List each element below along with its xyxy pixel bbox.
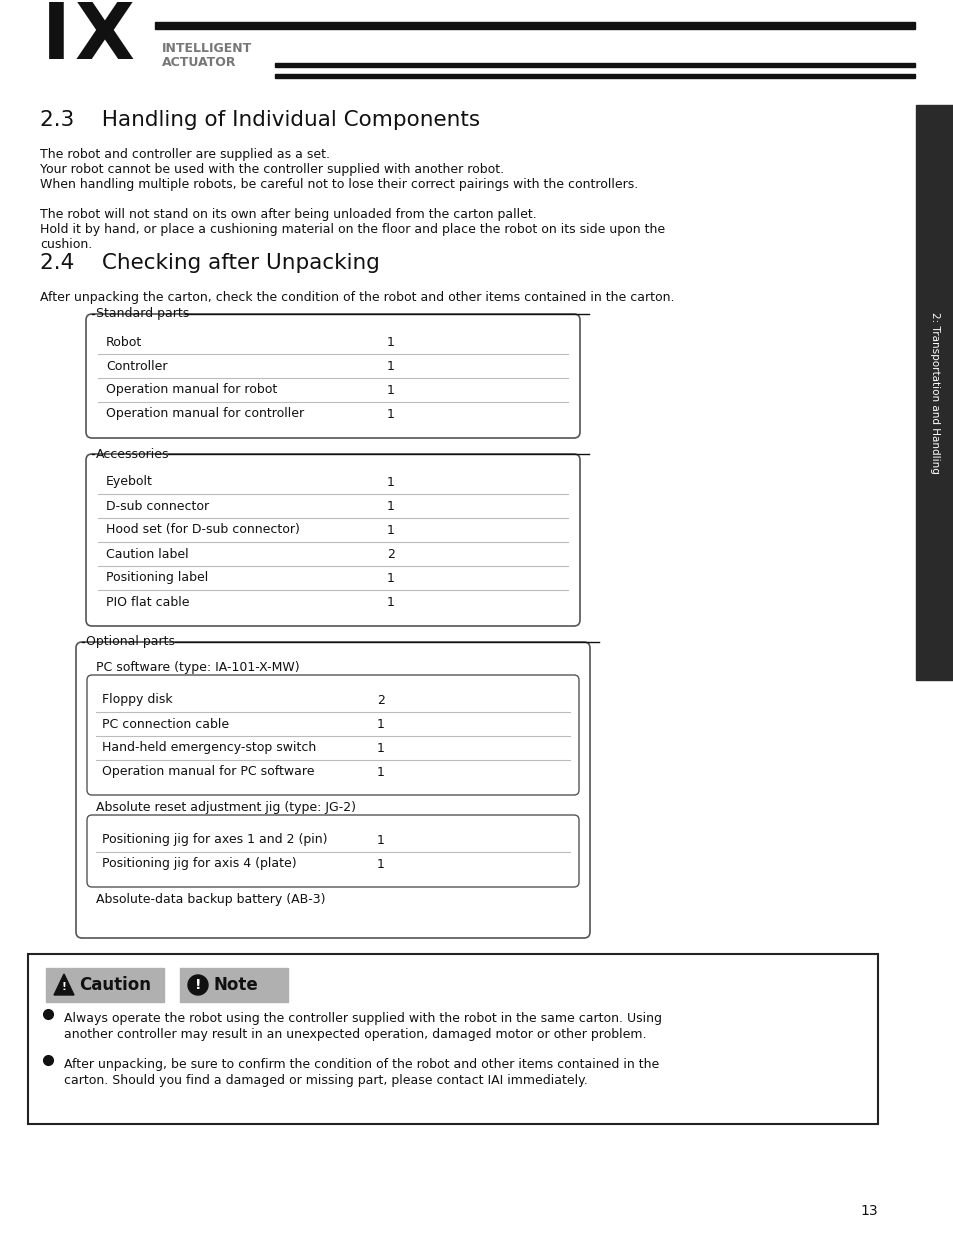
Bar [180,968,288,1002]
Text: Absolute-data backup battery (AB-3): Absolute-data backup battery (AB-3) [96,893,325,906]
Text: After unpacking the carton, check the condition of the robot and other items con: After unpacking the carton, check the co… [40,291,674,304]
Text: When handling multiple robots, be careful not to lose their correct pairings wit: When handling multiple robots, be carefu… [40,178,638,191]
Text: PC software (type: IA-101-X-MW): PC software (type: IA-101-X-MW) [96,662,299,674]
Bar [915,105,953,680]
Text: Operation manual for controller: Operation manual for controller [106,408,304,420]
Text: 1: 1 [387,572,395,584]
Text: INTELLIGENT: INTELLIGENT [162,42,252,56]
Text: Note: Note [213,976,258,994]
Text: I: I [42,0,71,75]
Text: 1: 1 [376,718,384,730]
Text: Always operate the robot using the controller supplied with the robot in the sam: Always operate the robot using the contr… [64,1011,661,1025]
Text: Hand-held emergency-stop switch: Hand-held emergency-stop switch [102,741,315,755]
Text: 1: 1 [387,359,395,373]
Bar [274,74,914,78]
Bar [154,22,914,28]
Text: 1: 1 [376,741,384,755]
Text: The robot and controller are supplied as a set.: The robot and controller are supplied as… [40,148,330,161]
Text: The robot will not stand on its own after being unloaded from the carton pallet.: The robot will not stand on its own afte… [40,207,537,221]
Text: another controller may result in an unexpected operation, damaged motor or other: another controller may result in an unex… [64,1028,646,1041]
Text: 2: Transportation and Handling: 2: Transportation and Handling [929,311,939,473]
Text: 1: 1 [387,524,395,536]
Polygon shape [54,974,74,995]
Text: 1: 1 [376,857,384,871]
Text: 1: 1 [376,834,384,846]
Text: 1: 1 [387,408,395,420]
Text: PC connection cable: PC connection cable [102,718,229,730]
Text: Operation manual for PC software: Operation manual for PC software [102,766,314,778]
Text: Absolute reset adjustment jig (type: JG-2): Absolute reset adjustment jig (type: JG-… [96,802,355,815]
Text: Standard parts: Standard parts [96,308,189,321]
FancyBboxPatch shape [87,676,578,795]
Text: Positioning jig for axes 1 and 2 (pin): Positioning jig for axes 1 and 2 (pin) [102,834,327,846]
Text: 1: 1 [387,384,395,396]
Text: 1: 1 [387,475,395,489]
Text: 2: 2 [387,547,395,561]
Text: Your robot cannot be used with the controller supplied with another robot.: Your robot cannot be used with the contr… [40,163,503,177]
Bar [28,953,877,1124]
Text: Controller: Controller [106,359,168,373]
Text: cushion.: cushion. [40,238,92,251]
Text: Accessories: Accessories [96,447,170,461]
Text: Eyebolt: Eyebolt [106,475,152,489]
Text: 2: 2 [376,694,384,706]
Bar [274,63,914,67]
Text: 1: 1 [376,766,384,778]
Text: Positioning label: Positioning label [106,572,208,584]
Text: D-sub connector: D-sub connector [106,499,209,513]
Text: ACTUATOR: ACTUATOR [162,56,236,69]
FancyBboxPatch shape [76,642,589,939]
FancyBboxPatch shape [86,454,579,626]
Text: Caution: Caution [79,976,151,994]
Text: 1: 1 [387,595,395,609]
Text: Optional parts: Optional parts [86,636,174,648]
Text: After unpacking, be sure to confirm the condition of the robot and other items c: After unpacking, be sure to confirm the … [64,1058,659,1071]
FancyBboxPatch shape [86,314,579,438]
Text: Hood set (for D-sub connector): Hood set (for D-sub connector) [106,524,299,536]
Text: !: ! [62,982,67,992]
Text: 13: 13 [859,1204,877,1218]
Text: carton. Should you find a damaged or missing part, please contact IAI immediatel: carton. Should you find a damaged or mis… [64,1074,587,1087]
Text: Positioning jig for axis 4 (plate): Positioning jig for axis 4 (plate) [102,857,296,871]
Text: 1: 1 [387,336,395,348]
Text: Caution label: Caution label [106,547,189,561]
Text: !: ! [194,978,201,992]
Bar [46,968,164,1002]
Text: Operation manual for robot: Operation manual for robot [106,384,277,396]
FancyBboxPatch shape [87,815,578,887]
Text: Hold it by hand, or place a cushioning material on the floor and place the robot: Hold it by hand, or place a cushioning m… [40,224,664,236]
Text: X: X [75,0,135,75]
Text: 1: 1 [387,499,395,513]
Text: 2.4    Checking after Unpacking: 2.4 Checking after Unpacking [40,253,379,273]
Text: PIO flat cable: PIO flat cable [106,595,190,609]
Text: 2.3    Handling of Individual Components: 2.3 Handling of Individual Components [40,110,479,130]
Circle shape [188,974,208,995]
Text: Floppy disk: Floppy disk [102,694,172,706]
Text: Robot: Robot [106,336,142,348]
